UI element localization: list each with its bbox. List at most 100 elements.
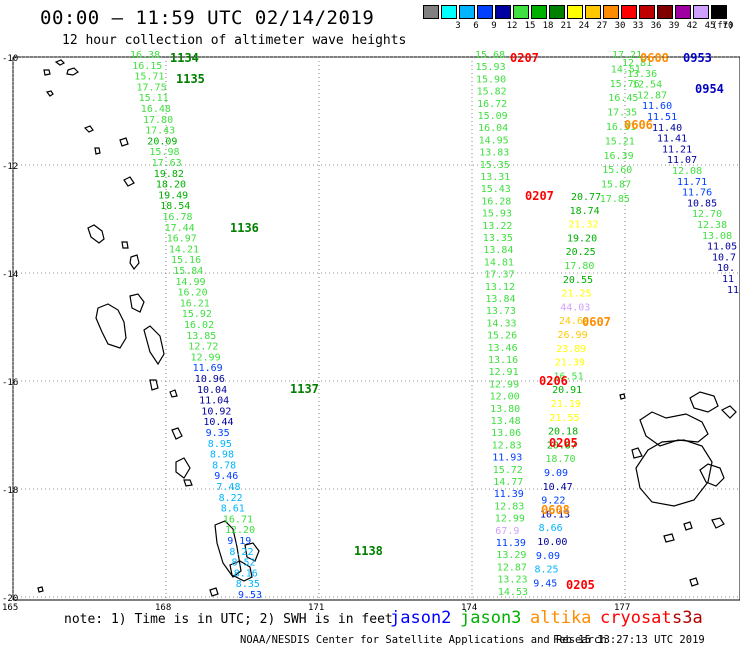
- swh-value: 17.63: [152, 158, 182, 169]
- pass-time-tag: 0206: [539, 374, 568, 388]
- swh-value: 16.28: [481, 196, 511, 207]
- legend-label: 6: [473, 21, 479, 31]
- swh-value: 9.53: [238, 590, 262, 601]
- map-title: 00:00 – 11:59 UTC 02/14/2019: [40, 7, 375, 29]
- swh-value: 12.83: [492, 440, 522, 451]
- swh-value: 13.06: [491, 428, 521, 439]
- swh-value: 21.19: [551, 399, 581, 410]
- lat-label: -20: [2, 594, 18, 604]
- swh-value: 13.31: [480, 172, 510, 183]
- swh-value: 17.75: [137, 82, 167, 93]
- swh-value: 17.35: [607, 108, 637, 119]
- swh-value: 19.49: [158, 190, 188, 201]
- swh-value: 11.76: [682, 188, 712, 199]
- swh-value: 44.03: [560, 302, 590, 313]
- swh-value: 11.39: [494, 489, 524, 500]
- swh-value: 21.25: [562, 289, 592, 300]
- pass-time-tag: 1136: [230, 221, 259, 235]
- swh-value: 8.98: [210, 450, 234, 461]
- swh-value: 13.48: [491, 416, 521, 427]
- swh-value: 10.44: [203, 417, 233, 428]
- lon-label: 177: [614, 603, 630, 613]
- swh-value: 13.84: [483, 245, 513, 256]
- legend-swatch: [693, 5, 709, 19]
- pass-time-tag: 0606: [624, 118, 653, 132]
- swh-value: 16.48: [141, 104, 171, 115]
- swh-value: 12.83: [494, 501, 524, 512]
- swh-value: 8.95: [208, 439, 232, 450]
- swh-value: 17.80: [143, 115, 173, 126]
- swh-value: 17.21: [612, 50, 642, 61]
- swh-value: 13.12: [485, 282, 515, 293]
- lat-label: -14: [2, 270, 18, 280]
- swh-value: 12.87: [637, 90, 667, 101]
- swh-value: 11.93: [492, 453, 522, 464]
- swh-value: 16.97: [167, 234, 197, 245]
- swh-value: 19.20: [567, 233, 597, 244]
- swh-value: 18.70: [545, 454, 575, 465]
- legend-swatch: [567, 5, 583, 19]
- swh-value: 21.55: [549, 413, 579, 424]
- swh-value: 15.35: [480, 160, 510, 171]
- swh-value: 12.08: [672, 166, 702, 177]
- swh-value: 15.76: [610, 79, 640, 90]
- swh-value: 9.09: [544, 468, 568, 479]
- swh-value: 15.43: [481, 184, 511, 195]
- swh-value: 15.21: [605, 136, 635, 147]
- pass-time-tag: 0608: [541, 503, 570, 517]
- legend-swatch: [675, 5, 691, 19]
- legend-swatch: [477, 5, 493, 19]
- legend-swatch: [603, 5, 619, 19]
- swh-value: 67.9: [495, 526, 519, 537]
- map-grid: [12, 56, 740, 601]
- swh-value: 15.26: [487, 331, 517, 342]
- swh-value: 13.73: [486, 306, 516, 317]
- legend-label: 33: [632, 21, 644, 31]
- swh-value: 8.35: [236, 579, 260, 590]
- swh-value: 13.22: [482, 221, 512, 232]
- swh-value: 14.21: [169, 244, 199, 255]
- lon-label: 174: [461, 603, 477, 613]
- swh-value: 10.00: [537, 537, 567, 548]
- swh-value: 21.39: [555, 358, 585, 369]
- credit-line: NOAA/NESDIS Center for Satellite Applica…: [240, 634, 607, 646]
- swh-value: 13.84: [485, 294, 515, 305]
- legend-label: 39: [668, 21, 680, 31]
- swh-value: 13.16: [488, 355, 518, 366]
- footer-note: note: 1) Time is in UTC; 2) SWH is in fe…: [64, 612, 393, 627]
- swh-value: 12.38: [697, 220, 727, 231]
- legend-swatch: [657, 5, 673, 19]
- swh-value: 12.00: [490, 392, 520, 403]
- swh-value: 9.22: [541, 496, 565, 507]
- swh-value: 15.98: [149, 147, 179, 158]
- swh-value: 18.20: [156, 180, 186, 191]
- map-subtitle: 12 hour collection of altimeter wave hei…: [62, 33, 407, 48]
- generated-timestamp: Feb 15 13:27:13 UTC 2019: [553, 634, 705, 646]
- swh-value: 26.99: [558, 330, 588, 341]
- swh-value: 17.44: [165, 223, 195, 234]
- swh-value: 21.32: [568, 220, 598, 231]
- swh-value: 13.85: [186, 331, 216, 342]
- swh-value: 12.99: [191, 352, 221, 363]
- swh-value: 13.08: [702, 231, 732, 242]
- swh-value: 11.41: [657, 134, 687, 145]
- swh-value: 20.09: [147, 136, 177, 147]
- swh-value: 13.46: [488, 343, 518, 354]
- swh-value: 16.39: [604, 151, 634, 162]
- pass-time-tag: 1135: [176, 72, 205, 86]
- swh-value: 11.21: [662, 144, 692, 155]
- pass-time-tag: 0607: [582, 315, 611, 329]
- swh-value: 9.35: [206, 428, 230, 439]
- swh-value: 15.68: [475, 50, 505, 61]
- lat-label: -12: [2, 162, 18, 172]
- swh-value: 16.45: [608, 93, 638, 104]
- legend-swatch: [531, 5, 547, 19]
- swh-value: 11.05: [707, 242, 737, 253]
- swh-value: 13.35: [483, 233, 513, 244]
- swh-value: 8.25: [535, 565, 559, 576]
- swh-value: 11.60: [642, 101, 672, 112]
- swh-value: 20.91: [552, 385, 582, 396]
- swh-value: 14.33: [486, 318, 516, 329]
- legend-label: 27: [596, 21, 608, 31]
